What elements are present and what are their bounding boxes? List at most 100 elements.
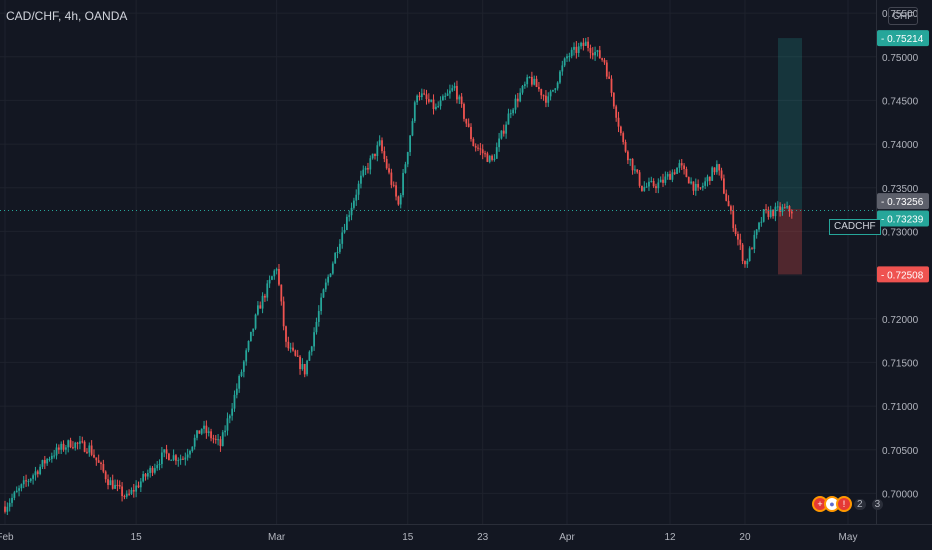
candle-body xyxy=(584,41,587,46)
candle-body xyxy=(249,331,252,342)
candle-body xyxy=(404,164,407,173)
candle-body xyxy=(465,118,468,124)
candle-body xyxy=(573,46,575,50)
candle-body xyxy=(594,51,596,56)
candle-body xyxy=(765,209,767,211)
candle-body xyxy=(666,174,669,177)
candle-body xyxy=(617,117,620,127)
candle-body xyxy=(88,445,91,453)
candle-body xyxy=(676,167,678,174)
candle-body xyxy=(93,454,95,458)
candle-body xyxy=(72,447,74,449)
candle-body xyxy=(542,95,545,97)
candle-body xyxy=(217,439,219,441)
candle-body xyxy=(357,183,360,195)
candle-body xyxy=(381,140,383,152)
candle-body xyxy=(179,458,182,461)
candle-body xyxy=(744,261,746,265)
candle-body xyxy=(97,460,100,463)
candle-body xyxy=(186,454,189,458)
candle-body xyxy=(645,186,648,188)
events-indicator[interactable]: + ● ! 2 3 xyxy=(812,496,884,512)
candle-body xyxy=(34,471,37,476)
candle-body xyxy=(664,176,667,183)
candle-body xyxy=(107,479,109,486)
note-icon[interactable]: ! xyxy=(836,496,852,512)
candle-body xyxy=(786,206,789,208)
candle-body xyxy=(563,58,566,66)
chart-title: CAD/CHF, 4h, OANDA xyxy=(6,9,128,23)
candle-body xyxy=(254,314,257,329)
candle-body xyxy=(43,460,46,464)
candle-body xyxy=(652,180,655,187)
candle-body xyxy=(6,506,9,512)
candle-body xyxy=(619,126,622,134)
price-label-text-entry: - 0.73256 xyxy=(881,197,924,208)
candle-body xyxy=(196,430,198,438)
candle-body xyxy=(8,502,11,507)
candle-body xyxy=(200,428,203,434)
candle-body xyxy=(755,229,758,235)
candle-body xyxy=(437,106,440,108)
candle-body xyxy=(392,184,395,186)
candle-body xyxy=(292,347,294,351)
candle-body xyxy=(100,462,102,465)
candle-body xyxy=(118,485,121,487)
price-tick-label: 0.73500 xyxy=(882,184,919,195)
time-axis[interactable]: Feb 15 Mar 15 23 Apr 12 20 May xyxy=(0,524,932,544)
candle-body xyxy=(741,244,744,262)
candle-body xyxy=(299,356,301,370)
candle-body xyxy=(748,248,751,261)
candle-body xyxy=(247,341,250,351)
candle-body xyxy=(477,147,479,149)
candle-body xyxy=(271,276,273,280)
time-tick-label: May xyxy=(839,532,858,543)
candle-body xyxy=(690,181,693,184)
currency-badge[interactable]: CHF xyxy=(888,7,918,25)
candle-body xyxy=(182,458,184,460)
candle-body xyxy=(523,84,526,86)
candle-body xyxy=(383,151,386,159)
candle-body xyxy=(530,76,533,85)
candle-body xyxy=(86,451,88,453)
candle-body xyxy=(556,82,559,89)
candle-body xyxy=(760,221,763,223)
price-axis[interactable]: 0.75500 0.75000 0.74500 0.74000 0.73500 0.730… xyxy=(876,0,930,524)
candle-body xyxy=(221,432,224,447)
candle-body xyxy=(25,480,27,482)
candle-body xyxy=(624,141,627,152)
candle-body xyxy=(587,41,589,48)
candle-body xyxy=(472,139,475,147)
candle-body xyxy=(720,170,723,179)
candle-body xyxy=(252,328,255,332)
candle-body xyxy=(434,106,437,109)
candle-body xyxy=(343,230,346,233)
candle-body xyxy=(722,178,725,194)
candle-body xyxy=(488,155,491,162)
events-extra-count: 3 xyxy=(871,498,884,510)
candle-body xyxy=(502,130,505,134)
candle-series xyxy=(4,37,793,516)
candle-body xyxy=(751,248,753,250)
candle-body xyxy=(708,176,711,181)
candle-body xyxy=(458,96,461,100)
candle-body xyxy=(388,168,390,173)
candle-body xyxy=(238,375,241,389)
candle-body xyxy=(207,431,210,433)
price-label-last xyxy=(877,210,929,227)
candle-body xyxy=(168,453,170,461)
candle-body xyxy=(779,206,781,212)
candle-body xyxy=(427,99,430,102)
candle-body xyxy=(701,185,704,188)
candle-body xyxy=(69,440,72,448)
candle-body xyxy=(144,474,147,477)
candle-body xyxy=(423,93,426,95)
candle-body xyxy=(610,78,613,93)
candle-body xyxy=(505,124,508,134)
candle-body xyxy=(608,76,611,79)
candle-body xyxy=(285,326,287,342)
candle-body xyxy=(137,485,140,488)
candle-body xyxy=(397,196,400,205)
candle-body xyxy=(90,445,93,455)
